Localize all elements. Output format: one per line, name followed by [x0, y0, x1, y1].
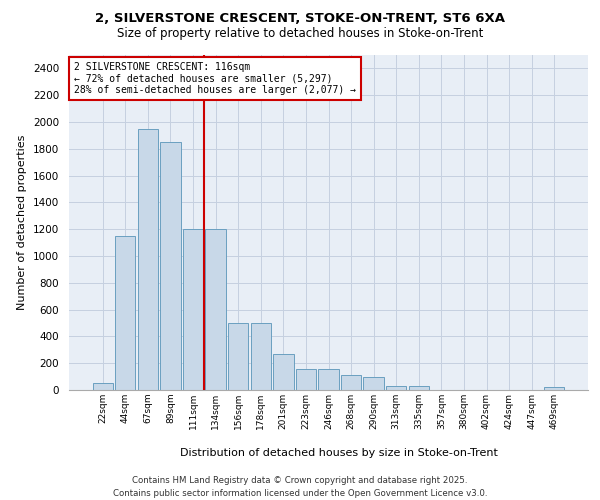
Bar: [296, 368, 316, 390]
Bar: [544, 388, 565, 390]
Bar: [341, 376, 361, 390]
Bar: [205, 229, 226, 390]
Text: Distribution of detached houses by size in Stoke-on-Trent: Distribution of detached houses by size …: [180, 448, 498, 458]
Bar: [92, 384, 113, 390]
Y-axis label: Number of detached properties: Number of detached properties: [17, 135, 28, 310]
Bar: [319, 368, 338, 390]
Text: Size of property relative to detached houses in Stoke-on-Trent: Size of property relative to detached ho…: [117, 28, 483, 40]
Bar: [183, 229, 203, 390]
Bar: [138, 128, 158, 390]
Bar: [409, 386, 429, 390]
Bar: [386, 386, 406, 390]
Bar: [115, 236, 136, 390]
Text: Contains HM Land Registry data © Crown copyright and database right 2025.
Contai: Contains HM Land Registry data © Crown c…: [113, 476, 487, 498]
Bar: [228, 323, 248, 390]
Text: 2 SILVERSTONE CRESCENT: 116sqm
← 72% of detached houses are smaller (5,297)
28% : 2 SILVERSTONE CRESCENT: 116sqm ← 72% of …: [74, 62, 356, 95]
Bar: [273, 354, 293, 390]
Bar: [160, 142, 181, 390]
Bar: [251, 323, 271, 390]
Text: 2, SILVERSTONE CRESCENT, STOKE-ON-TRENT, ST6 6XA: 2, SILVERSTONE CRESCENT, STOKE-ON-TRENT,…: [95, 12, 505, 26]
Bar: [364, 376, 384, 390]
